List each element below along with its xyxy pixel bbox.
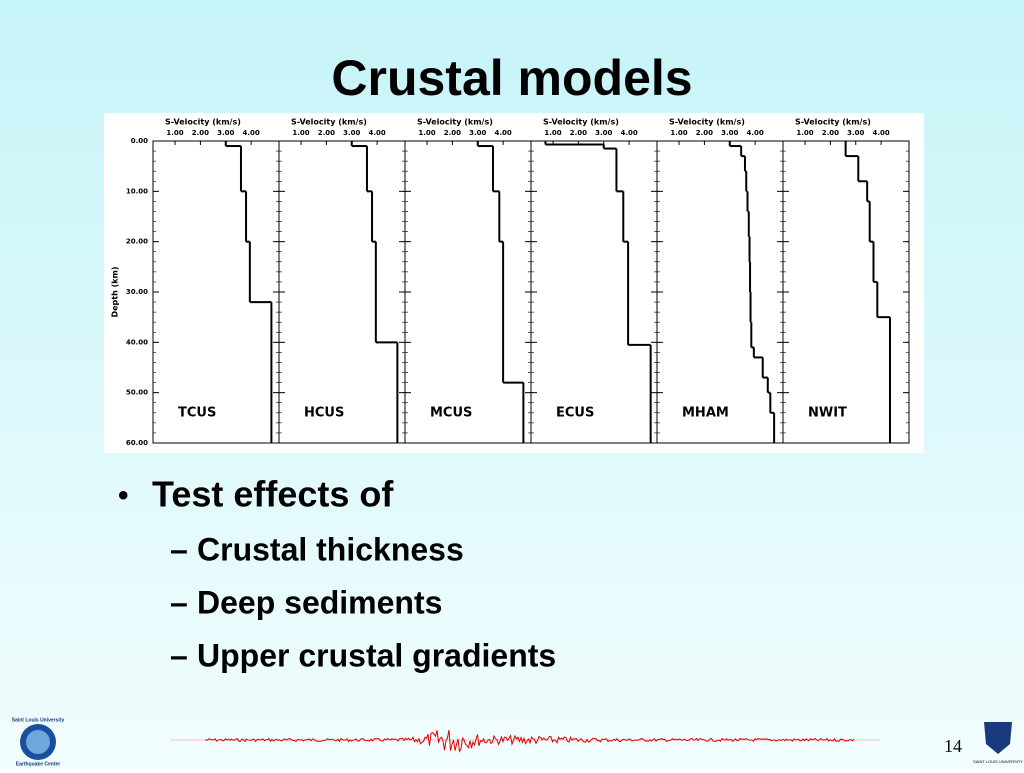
logo-left-inner bbox=[26, 730, 50, 754]
x-axis-label: S-Velocity (km/s) bbox=[543, 118, 619, 127]
x-tick-label: 1.00 bbox=[670, 129, 687, 137]
x-axis-label: S-Velocity (km/s) bbox=[795, 118, 871, 127]
y-tick-label: 40.00 bbox=[126, 338, 148, 346]
y-axis-label: Depth (km) bbox=[111, 266, 120, 317]
bullet-marker: • bbox=[118, 479, 129, 512]
x-tick-label: 3.00 bbox=[469, 129, 486, 137]
x-tick-label: 2.00 bbox=[696, 129, 713, 137]
footer-text: Saint Louis University bbox=[12, 717, 65, 723]
sub-bullet: Upper crustal gradients bbox=[197, 637, 556, 673]
footer-text: SAINT LOUIS UNIVERSITY bbox=[973, 759, 1023, 764]
x-tick-label: 4.00 bbox=[872, 129, 889, 137]
dash: – bbox=[170, 531, 188, 567]
x-tick-label: 4.00 bbox=[242, 129, 259, 137]
seismogram bbox=[205, 729, 855, 753]
x-axis-label: S-Velocity (km/s) bbox=[165, 118, 241, 127]
model-name: MCUS bbox=[430, 406, 472, 421]
x-axis-label: S-Velocity (km/s) bbox=[669, 118, 745, 127]
figure-background bbox=[104, 113, 924, 453]
model-name: NWIT bbox=[808, 406, 847, 421]
dash: – bbox=[170, 637, 188, 673]
x-tick-label: 3.00 bbox=[721, 129, 738, 137]
y-tick-label: 20.00 bbox=[126, 238, 148, 246]
model-name: TCUS bbox=[178, 406, 216, 421]
x-tick-label: 1.00 bbox=[418, 129, 435, 137]
dash: – bbox=[170, 584, 188, 620]
logo-right bbox=[984, 722, 1012, 754]
x-axis-label: S-Velocity (km/s) bbox=[417, 118, 493, 127]
x-tick-label: 2.00 bbox=[444, 129, 461, 137]
x-tick-label: 2.00 bbox=[318, 129, 335, 137]
sub-bullet: Crustal thickness bbox=[197, 531, 464, 567]
x-tick-label: 4.00 bbox=[494, 129, 511, 137]
y-tick-label: 10.00 bbox=[126, 187, 148, 195]
x-axis-label: S-Velocity (km/s) bbox=[291, 118, 367, 127]
x-tick-label: 2.00 bbox=[822, 129, 839, 137]
y-tick-label: 50.00 bbox=[126, 389, 148, 397]
y-tick-label: 0.00 bbox=[131, 137, 148, 145]
x-tick-label: 2.00 bbox=[570, 129, 587, 137]
bullet: Test effects of bbox=[152, 474, 394, 515]
x-tick-label: 3.00 bbox=[217, 129, 234, 137]
x-tick-label: 3.00 bbox=[595, 129, 612, 137]
page-number: 14 bbox=[944, 736, 962, 756]
slide-title: Crustal models bbox=[331, 50, 692, 106]
footer-text: Earthquake Center bbox=[16, 761, 61, 767]
y-tick-label: 30.00 bbox=[126, 288, 148, 296]
x-tick-label: 1.00 bbox=[166, 129, 183, 137]
x-tick-label: 1.00 bbox=[796, 129, 813, 137]
model-name: HCUS bbox=[304, 406, 344, 421]
model-name: MHAM bbox=[682, 406, 729, 421]
sub-bullet: Deep sediments bbox=[197, 584, 442, 620]
x-tick-label: 4.00 bbox=[620, 129, 637, 137]
model-name: ECUS bbox=[556, 406, 594, 421]
x-tick-label: 3.00 bbox=[343, 129, 360, 137]
x-tick-label: 1.00 bbox=[292, 129, 309, 137]
x-tick-label: 2.00 bbox=[192, 129, 209, 137]
x-tick-label: 4.00 bbox=[368, 129, 385, 137]
charts: 0.00 10.00 20.00 30.00 40.00 50.00 60.00 1.00 2.… bbox=[111, 118, 910, 447]
x-tick-label: 3.00 bbox=[847, 129, 864, 137]
x-tick-label: 4.00 bbox=[746, 129, 763, 137]
x-tick-label: 1.00 bbox=[544, 129, 561, 137]
y-tick-label: 60.00 bbox=[126, 439, 148, 447]
